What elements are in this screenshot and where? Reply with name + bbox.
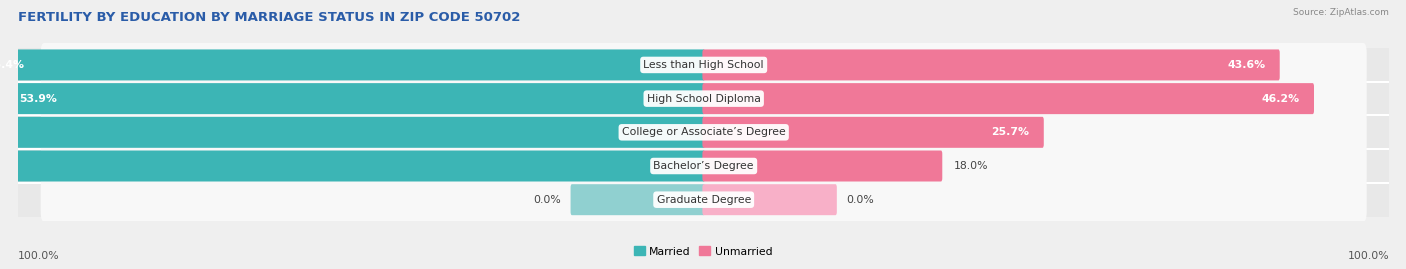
FancyBboxPatch shape [18, 48, 1389, 82]
FancyBboxPatch shape [18, 115, 1389, 149]
FancyBboxPatch shape [703, 49, 1279, 80]
FancyBboxPatch shape [41, 76, 1367, 121]
FancyBboxPatch shape [0, 49, 704, 80]
Text: 46.2%: 46.2% [1261, 94, 1299, 104]
Text: 0.0%: 0.0% [846, 195, 873, 205]
Text: 56.4%: 56.4% [0, 60, 25, 70]
Text: 25.7%: 25.7% [991, 127, 1029, 137]
FancyBboxPatch shape [41, 43, 1367, 87]
Text: Less than High School: Less than High School [644, 60, 763, 70]
FancyBboxPatch shape [18, 149, 1389, 183]
FancyBboxPatch shape [18, 82, 1389, 115]
Text: Graduate Degree: Graduate Degree [657, 195, 751, 205]
FancyBboxPatch shape [41, 144, 1367, 188]
Text: 43.6%: 43.6% [1227, 60, 1265, 70]
Text: Source: ZipAtlas.com: Source: ZipAtlas.com [1294, 8, 1389, 17]
FancyBboxPatch shape [18, 183, 1389, 217]
FancyBboxPatch shape [703, 117, 1043, 148]
Text: High School Diploma: High School Diploma [647, 94, 761, 104]
Text: 100.0%: 100.0% [1347, 251, 1389, 261]
FancyBboxPatch shape [0, 83, 704, 114]
FancyBboxPatch shape [41, 110, 1367, 155]
Text: 53.9%: 53.9% [20, 94, 58, 104]
Text: 100.0%: 100.0% [18, 251, 60, 261]
FancyBboxPatch shape [571, 184, 704, 215]
FancyBboxPatch shape [0, 117, 704, 148]
Text: Bachelor’s Degree: Bachelor’s Degree [654, 161, 754, 171]
Text: FERTILITY BY EDUCATION BY MARRIAGE STATUS IN ZIP CODE 50702: FERTILITY BY EDUCATION BY MARRIAGE STATU… [18, 11, 520, 24]
Legend: Married, Unmarried: Married, Unmarried [630, 242, 776, 261]
Text: College or Associate’s Degree: College or Associate’s Degree [621, 127, 786, 137]
Text: 0.0%: 0.0% [534, 195, 561, 205]
FancyBboxPatch shape [703, 151, 942, 182]
FancyBboxPatch shape [0, 151, 704, 182]
FancyBboxPatch shape [41, 178, 1367, 222]
FancyBboxPatch shape [703, 83, 1315, 114]
Text: 18.0%: 18.0% [955, 161, 988, 171]
FancyBboxPatch shape [703, 184, 837, 215]
